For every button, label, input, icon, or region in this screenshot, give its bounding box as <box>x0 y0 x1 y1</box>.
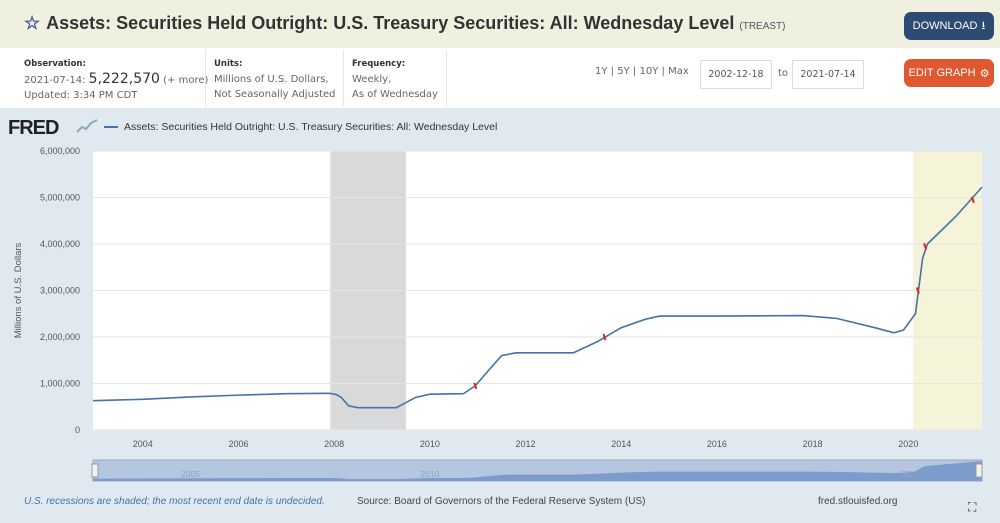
x-tick-label: 2020 <box>898 439 918 449</box>
edit-graph-button[interactable]: EDIT GRAPH ⚙ <box>904 59 994 87</box>
y-tick-label: 3,000,000 <box>40 286 80 296</box>
fred-logo-chart-icon <box>76 119 98 133</box>
more-link[interactable]: (+ more) <box>163 75 209 86</box>
revision-marker <box>923 243 928 250</box>
navigator-series <box>93 461 982 481</box>
x-tick-label: 2016 <box>707 439 727 449</box>
frequency-label: Frequency: <box>352 59 406 69</box>
y-tick-label: 4,000,000 <box>40 239 80 249</box>
end-date-input[interactable]: 2021-07-14 <box>792 60 864 89</box>
series-title: Assets: Securities Held Outright: U.S. T… <box>46 13 735 33</box>
updated-time: Updated: 3:34 PM CDT <box>24 90 138 101</box>
navigator-label: 2020 <box>899 469 918 479</box>
y-tick-label: 1,000,000 <box>40 379 80 389</box>
y-axis-label: Millions of U.S. Dollars <box>13 242 24 338</box>
divider <box>205 50 206 106</box>
sep: | <box>610 66 615 77</box>
download-icon: ⭳ <box>981 19 986 32</box>
legend-line-icon <box>104 126 118 128</box>
divider <box>343 50 344 106</box>
x-tick-label: 2014 <box>611 439 631 449</box>
observation-block: Observation: 2021-07-14: 5,222,570 (+ mo… <box>24 57 208 103</box>
range-1y[interactable]: 1Y <box>595 66 608 77</box>
source-text: Source: Board of Governors of the Federa… <box>357 496 646 507</box>
units-line1: Millions of U.S. Dollars, <box>214 74 329 85</box>
x-tick-label: 2008 <box>324 439 344 449</box>
x-tick-label: 2004 <box>133 439 153 449</box>
frequency-block: Frequency: Weekly, As of Wednesday <box>352 57 438 102</box>
revision-marker <box>970 196 975 204</box>
units-block: Units: Millions of U.S. Dollars, Not Seas… <box>214 57 336 102</box>
range-links: 1Y | 5Y | 10Y | Max <box>595 66 689 77</box>
site-link[interactable]: fred.stlouisfed.org <box>818 496 898 507</box>
navigator-label: 2010 <box>420 469 439 479</box>
divider <box>446 50 447 106</box>
legend-label: Assets: Securities Held Outright: U.S. T… <box>124 121 498 133</box>
x-tick-label: 2018 <box>803 439 823 449</box>
page-title: ☆ Assets: Securities Held Outright: U.S. … <box>24 13 785 34</box>
revision-marker <box>473 382 478 390</box>
title-bar: ☆ Assets: Securities Held Outright: U.S. … <box>0 0 1000 48</box>
x-tick-label: 2012 <box>516 439 536 449</box>
sep: | <box>632 66 637 77</box>
series-line <box>92 186 983 409</box>
start-date-input[interactable]: 2002-12-18 <box>700 60 772 89</box>
revision-marker <box>915 287 920 294</box>
navigator-handle[interactable] <box>91 463 99 478</box>
fred-logo: FRED <box>8 117 59 139</box>
chart-legend: Assets: Securities Held Outright: U.S. T… <box>104 121 497 133</box>
units-line2: Not Seasonally Adjusted <box>214 89 336 100</box>
navigator-label: 2005 <box>181 469 200 479</box>
download-label: DOWNLOAD <box>912 20 978 32</box>
series-code: (TREAST) <box>739 21 786 32</box>
download-button[interactable]: DOWNLOAD ⭳ <box>904 12 994 40</box>
y-tick-label: 6,000,000 <box>40 146 80 156</box>
frequency-line1: Weekly, <box>352 74 392 85</box>
to-label: to <box>778 68 789 79</box>
units-label: Units: <box>214 59 243 69</box>
edit-graph-label: EDIT GRAPH <box>908 67 976 79</box>
observation-label: Observation: <box>24 59 86 69</box>
observation-date: 2021-07-14: <box>24 75 86 86</box>
y-tick-label: 0 <box>75 425 80 435</box>
gear-icon: ⚙ <box>979 67 990 80</box>
fullscreen-icon[interactable]: ⛶ <box>968 500 977 514</box>
navigator-handle[interactable] <box>975 463 983 478</box>
revision-marker <box>602 333 607 341</box>
recession-note: U.S. recessions are shaded; the most rec… <box>24 496 325 507</box>
range-5y[interactable]: 5Y <box>617 66 630 77</box>
star-icon[interactable]: ☆ <box>24 13 41 33</box>
y-tick-label: 2,000,000 <box>40 332 80 342</box>
frequency-line2: As of Wednesday <box>352 89 438 100</box>
range-max[interactable]: Max <box>668 66 689 77</box>
y-tick-label: 5,000,000 <box>40 193 80 203</box>
sep: | <box>661 66 665 77</box>
x-tick-label: 2006 <box>228 439 248 449</box>
observation-value: 5,222,570 <box>88 71 160 87</box>
x-tick-label: 2010 <box>420 439 440 449</box>
range-10y[interactable]: 10Y <box>639 66 659 77</box>
